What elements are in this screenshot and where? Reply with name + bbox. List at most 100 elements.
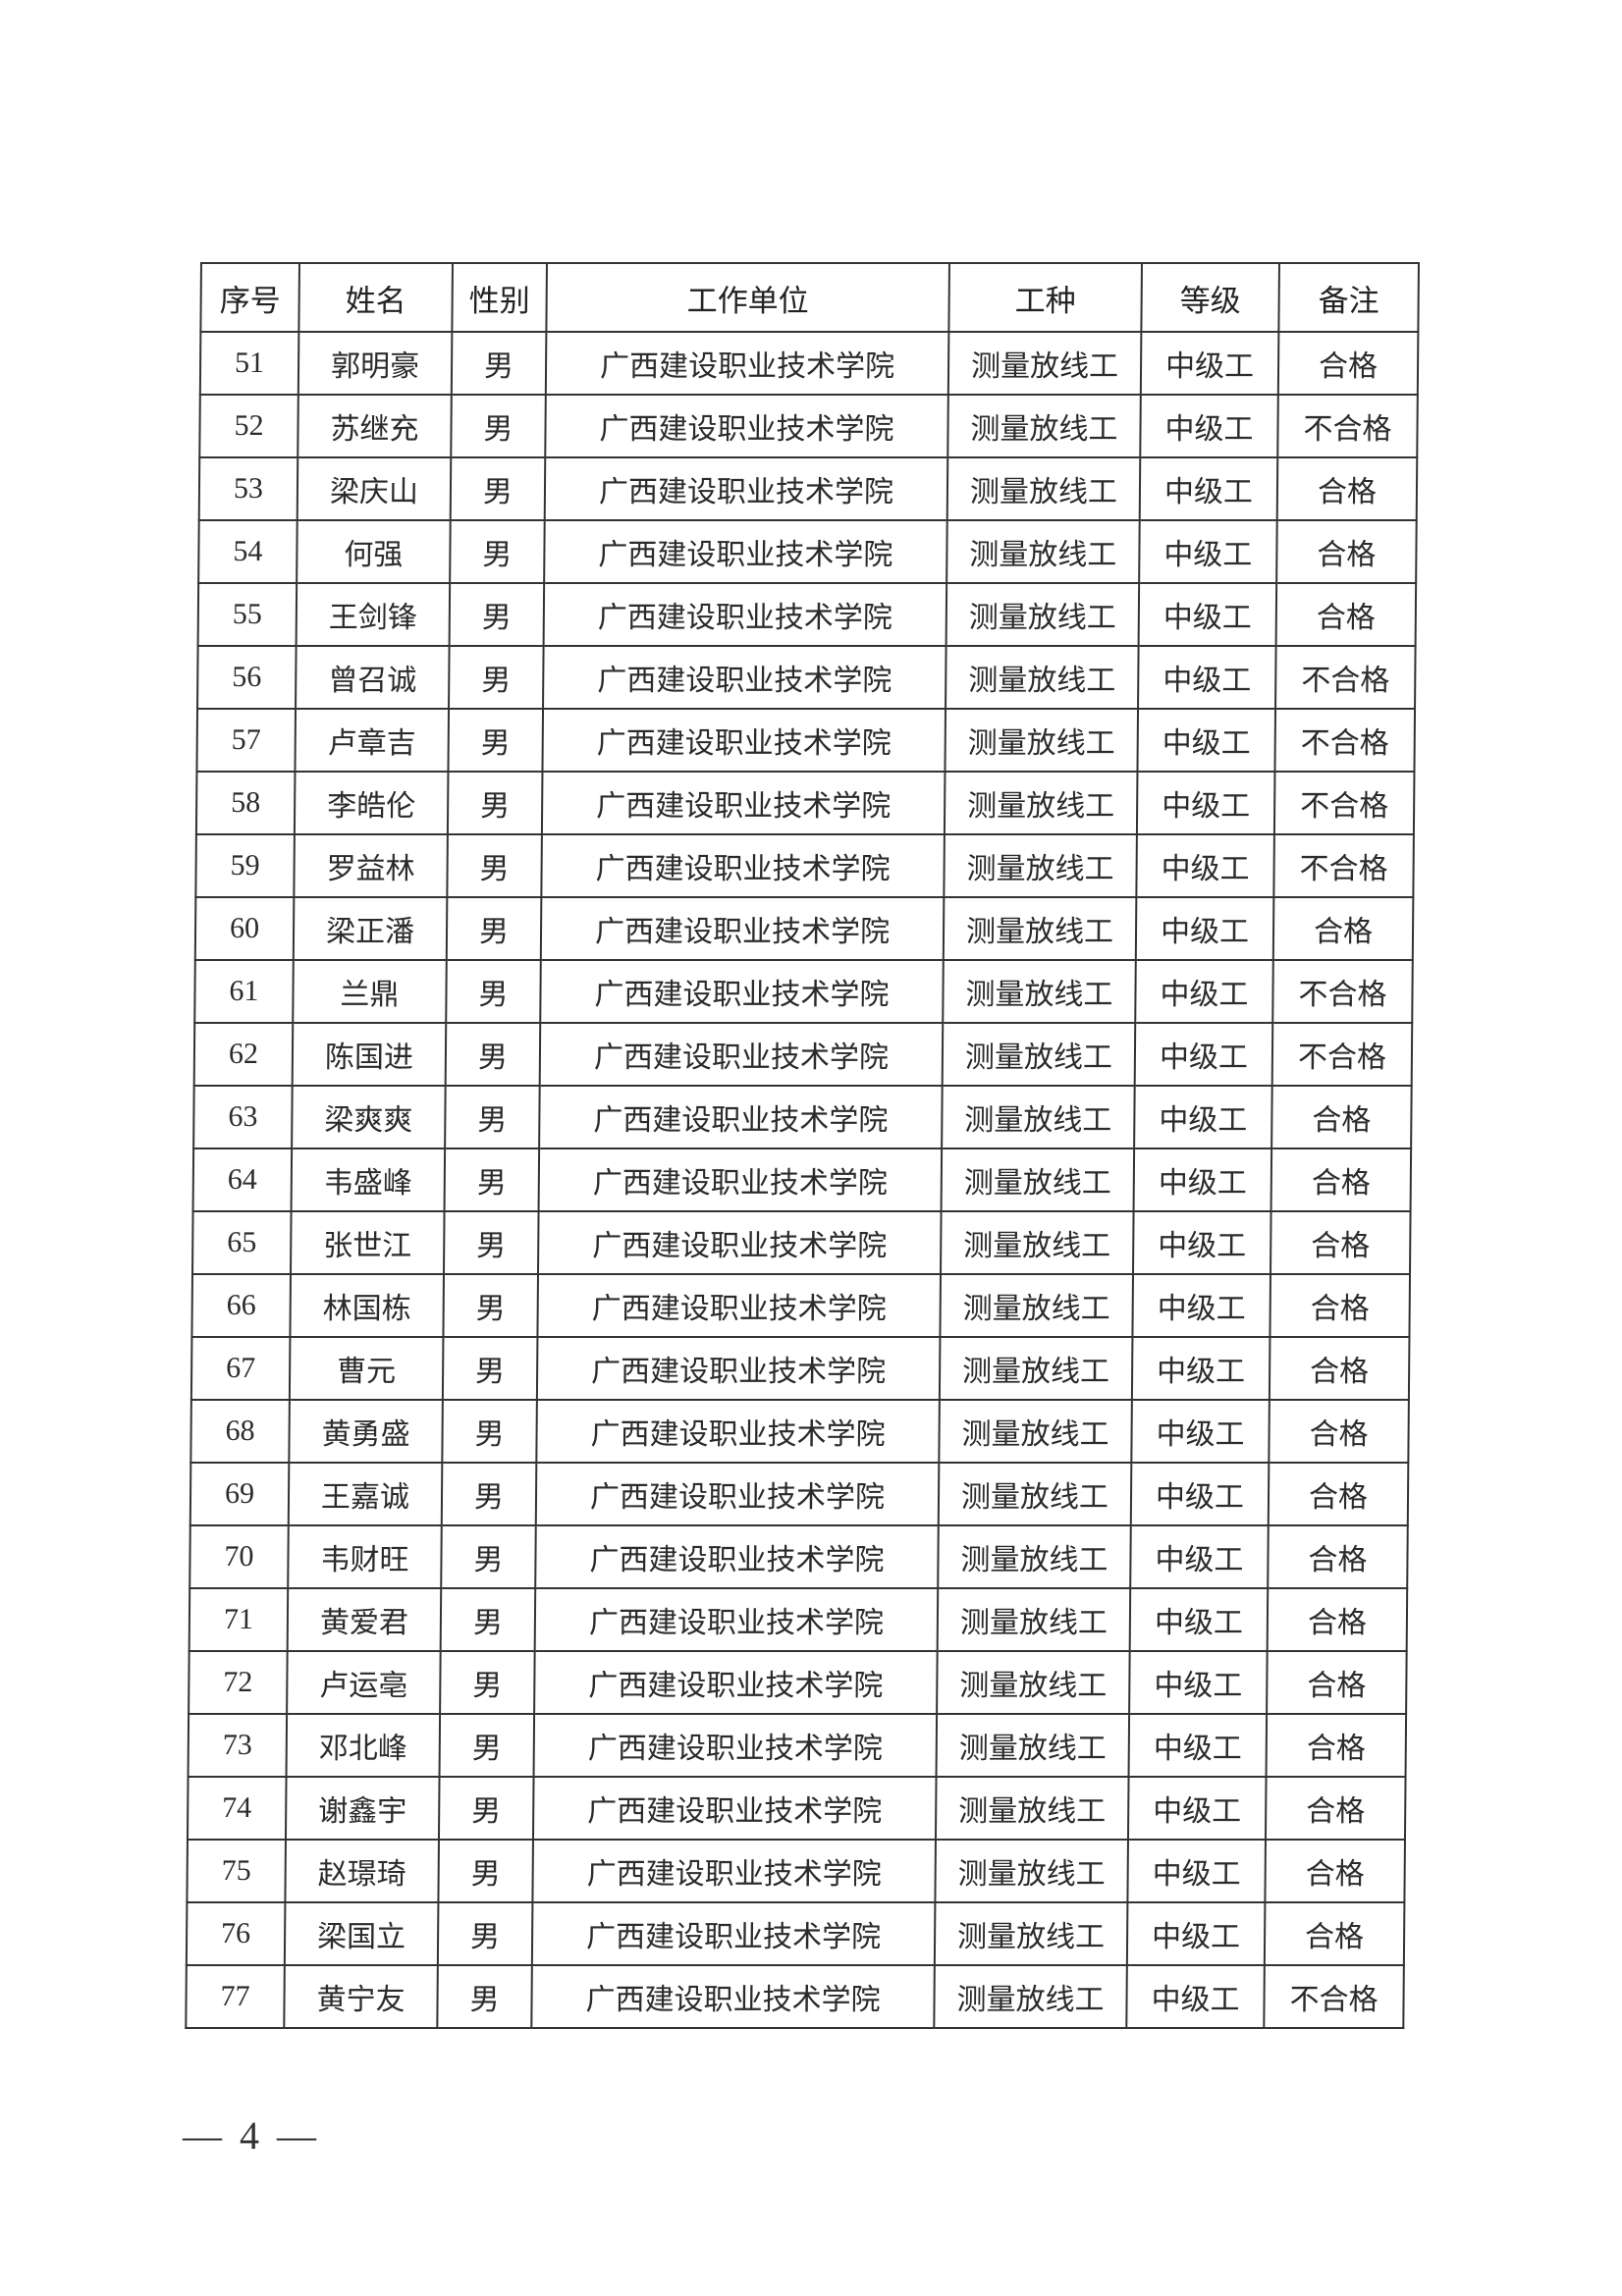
cell-trade: 测量放线工: [938, 1463, 1132, 1525]
table-row: 51 郭明豪男广西建设职业技术学院 测量放线工 中级工 合格: [199, 332, 1419, 395]
cell-index: 60: [194, 897, 295, 960]
cell-employer: 广西建设职业技术学院: [540, 960, 944, 1023]
cell-remark: 合格: [1264, 1902, 1405, 1965]
cell-index: 77: [186, 1965, 285, 2028]
cell-remark: 不合格: [1271, 1023, 1413, 1086]
cell-remark: 不合格: [1277, 395, 1418, 457]
cell-index: 68: [190, 1400, 290, 1463]
cell-employer: 广西建设职业技术学院: [540, 897, 945, 960]
cell-level: 中级工: [1133, 1148, 1272, 1211]
cell-level: 中级工: [1139, 457, 1278, 520]
cell-gender: 男: [451, 332, 547, 395]
cell-remark: 不合格: [1272, 960, 1413, 1023]
cell-gender: 男: [442, 1337, 538, 1400]
cell-remark: 不合格: [1264, 1965, 1404, 2028]
cell-trade: 测量放线工: [937, 1651, 1130, 1714]
table-row: 77 黄宁友男广西建设职业技术学院 测量放线工 中级工 不合格: [186, 1965, 1404, 2028]
cell-gender: 男: [447, 834, 542, 897]
cell-gender: 男: [448, 709, 544, 772]
table-row: 71 黄爱君男广西建设职业技术学院 测量放线工 中级工 合格: [189, 1588, 1408, 1651]
cell-name: 郭明豪: [297, 332, 453, 395]
table-row: 68 黄勇盛男广西建设职业技术学院 测量放线工 中级工 合格: [190, 1400, 1409, 1463]
cell-level: 中级工: [1131, 1337, 1271, 1400]
cell-trade: 测量放线工: [936, 1714, 1130, 1777]
cell-trade: 测量放线工: [946, 583, 1140, 646]
cell-gender: 男: [449, 583, 545, 646]
cell-employer: 广西建设职业技术学院: [533, 1714, 938, 1777]
cell-trade: 测量放线工: [941, 1211, 1134, 1274]
cell-employer: 广西建设职业技术学院: [539, 1086, 943, 1148]
table-row: 76 梁国立男广西建设职业技术学院 测量放线工 中级工 合格: [186, 1902, 1405, 1965]
cell-name: 梁国立: [284, 1902, 439, 1965]
table-row: 66 林国栋男广西建设职业技术学院 测量放线工 中级工 合格: [191, 1274, 1411, 1337]
cell-index: 71: [189, 1588, 289, 1651]
cell-trade: 测量放线工: [939, 1400, 1132, 1463]
cell-remark: 合格: [1269, 1400, 1409, 1463]
cell-remark: 不合格: [1274, 709, 1416, 772]
table-body: 51 郭明豪男广西建设职业技术学院 测量放线工 中级工 合格 52 苏继充男广西建设职业技术…: [186, 332, 1419, 2028]
cell-level: 中级工: [1140, 332, 1279, 395]
header-name: 姓名: [298, 263, 453, 332]
cell-employer: 广西建设职业技术学院: [532, 1777, 937, 1840]
cell-name: 韦财旺: [288, 1525, 442, 1588]
cell-gender: 男: [444, 1211, 539, 1274]
cell-name: 何强: [297, 520, 451, 583]
cell-trade: 测量放线工: [942, 1023, 1136, 1086]
table-row: 53 梁庆山男广西建设职业技术学院 测量放线工 中级工 合格: [198, 457, 1418, 520]
table-row: 73 邓北峰男广西建设职业技术学院 测量放线工 中级工 合格: [188, 1714, 1407, 1777]
cell-trade: 测量放线工: [946, 520, 1140, 583]
header-level: 等级: [1141, 263, 1279, 332]
cell-employer: 广西建设职业技术学院: [543, 583, 947, 646]
cell-remark: 合格: [1277, 332, 1419, 395]
cell-index: 67: [190, 1337, 291, 1400]
cell-index: 69: [189, 1463, 290, 1525]
cell-remark: 合格: [1276, 520, 1417, 583]
cell-index: 58: [195, 772, 296, 834]
table-row: 63 梁爽爽男广西建设职业技术学院 测量放线工 中级工 合格: [193, 1086, 1412, 1148]
cell-employer: 广西建设职业技术学院: [544, 520, 947, 583]
cell-gender: 男: [441, 1525, 536, 1588]
cell-level: 中级工: [1130, 1463, 1270, 1525]
cell-name: 苏继充: [297, 395, 452, 457]
cell-level: 中级工: [1137, 709, 1276, 772]
cell-gender: 男: [446, 960, 541, 1023]
cell-level: 中级工: [1130, 1525, 1269, 1588]
cell-remark: 不合格: [1275, 646, 1416, 709]
cell-name: 黄宁友: [284, 1965, 438, 2028]
cell-trade: 测量放线工: [945, 709, 1139, 772]
cell-trade: 测量放线工: [943, 960, 1136, 1023]
table-header-row: 序号 姓名 性别 工作单位 工种 等级 备注: [200, 263, 1419, 332]
cell-remark: 合格: [1271, 1211, 1411, 1274]
cell-trade: 测量放线工: [943, 897, 1137, 960]
table-row: 58 李皓伦男广西建设职业技术学院 测量放线工 中级工 不合格: [195, 772, 1415, 834]
table-row: 69 王嘉诚男广西建设职业技术学院 测量放线工 中级工 合格: [189, 1463, 1409, 1525]
cell-name: 卢章吉: [295, 709, 450, 772]
cell-index: 72: [189, 1651, 288, 1714]
cell-employer: 广西建设职业技术学院: [545, 395, 948, 457]
cell-level: 中级工: [1134, 1086, 1272, 1148]
table-row: 65 张世江男广西建设职业技术学院 测量放线工 中级工 合格: [192, 1211, 1411, 1274]
cell-index: 56: [197, 646, 297, 709]
cell-level: 中级工: [1138, 583, 1277, 646]
cell-index: 63: [193, 1086, 293, 1148]
cell-index: 59: [195, 834, 295, 897]
cell-trade: 测量放线工: [944, 834, 1137, 897]
table-row: 70 韦财旺男广西建设职业技术学院 测量放线工 中级工 合格: [189, 1525, 1408, 1588]
cell-index: 65: [192, 1211, 292, 1274]
cell-index: 66: [191, 1274, 292, 1337]
cell-gender: 男: [437, 1902, 533, 1965]
cell-level: 中级工: [1135, 960, 1273, 1023]
cell-level: 中级工: [1129, 1651, 1268, 1714]
cell-index: 75: [187, 1840, 286, 1902]
cell-level: 中级工: [1133, 1211, 1271, 1274]
cell-index: 76: [186, 1902, 286, 1965]
cell-remark: 不合格: [1273, 772, 1415, 834]
table-row: 64 韦盛峰男广西建设职业技术学院 测量放线工 中级工 合格: [192, 1148, 1412, 1211]
cell-name: 梁爽爽: [292, 1086, 446, 1148]
cell-employer: 广西建设职业技术学院: [536, 1400, 940, 1463]
cell-remark: 合格: [1268, 1525, 1408, 1588]
cell-trade: 测量放线工: [942, 1086, 1135, 1148]
cell-name: 罗益林: [294, 834, 448, 897]
cell-level: 中级工: [1127, 1777, 1267, 1840]
cell-name: 梁正潘: [293, 897, 448, 960]
